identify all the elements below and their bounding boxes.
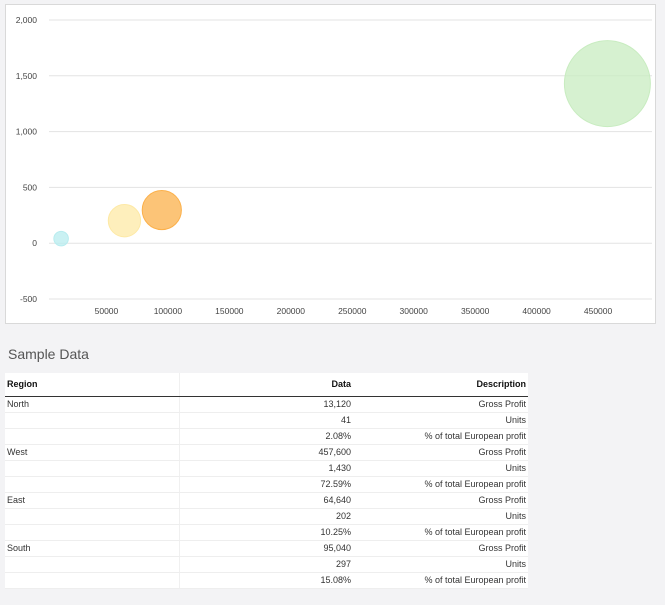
cell-region: [5, 460, 180, 477]
cell-description: Gross Profit: [353, 396, 528, 413]
section-title: Sample Data: [8, 346, 89, 362]
table-row: 1,430 Units: [5, 460, 528, 477]
cell-region: East: [5, 492, 180, 509]
cell-description: Units: [353, 412, 528, 429]
table-row: 10.25%% of total European profit: [5, 524, 528, 541]
cell-data: 41: [179, 412, 353, 429]
cell-description: Units: [353, 460, 528, 477]
cell-region: [5, 412, 180, 429]
cell-data: 64,640: [179, 492, 353, 509]
x-tick-label: 450000: [584, 306, 613, 316]
x-tick-label: 400000: [522, 306, 551, 316]
sample-data-table-wrap: Region Data Description North 13,120 Gross…: [5, 373, 528, 589]
cell-data: 10.25%: [179, 524, 353, 541]
x-tick-label: 100000: [154, 306, 183, 316]
cell-data: 95,040: [179, 540, 353, 557]
cell-region: [5, 476, 180, 493]
cell-data: 457,600: [179, 444, 353, 461]
x-tick-label: 200000: [277, 306, 306, 316]
cell-description: Gross Profit: [353, 540, 528, 557]
cell-description: Gross Profit: [353, 492, 528, 509]
bubble-east: [107, 203, 142, 238]
table-row: South 95,040 Gross Profit: [5, 540, 528, 557]
cell-description: % of total European profit: [353, 476, 528, 493]
cell-data: 297: [179, 556, 353, 573]
sample-data-table: Region Data Description North 13,120 Gross…: [5, 373, 528, 589]
table-row: 202 Units: [5, 508, 528, 525]
cell-region: [5, 524, 180, 541]
cell-region: [5, 572, 180, 589]
bubble-south: [141, 189, 182, 231]
y-tick-label: 0: [32, 238, 37, 248]
cell-region: North: [5, 396, 180, 413]
bubble-chart: -500 0 500 1,000 1,500 2,000 50000 100000 150000…: [16, 15, 652, 316]
table-row: 15.08%% of total European profit: [5, 572, 528, 589]
table-row: North 13,120 Gross Profit: [5, 396, 528, 413]
cell-data: 72.59%: [179, 476, 353, 493]
header-data[interactable]: Data: [179, 373, 353, 397]
cell-data: 2.08%: [179, 428, 353, 445]
bubble-chart-panel: -500 0 500 1,000 1,500 2,000 50000 100000 150000…: [5, 4, 656, 324]
table-row: West 457,600 Gross Profit: [5, 444, 528, 461]
x-tick-label: 150000: [215, 306, 244, 316]
y-tick-label: -500: [20, 294, 37, 304]
cell-description: Units: [353, 556, 528, 573]
cell-region: [5, 428, 180, 445]
table-header-row: Region Data Description: [5, 373, 528, 397]
y-tick-label: 500: [23, 182, 37, 192]
bubble-west: [563, 40, 651, 128]
cell-region: West: [5, 444, 180, 461]
table-row: 72.59%% of total European profit: [5, 476, 528, 493]
table-row: 2.08%% of total European profit: [5, 428, 528, 445]
cell-description: % of total European profit: [353, 524, 528, 541]
header-region[interactable]: Region: [5, 373, 180, 397]
table-body: North 13,120 Gross Profit 41 Units 2.08%% of …: [5, 396, 528, 589]
cell-region: South: [5, 540, 180, 557]
bubble-north: [53, 230, 69, 247]
cell-data: 202: [179, 508, 353, 525]
table-row: East 64,640 Gross Profit: [5, 492, 528, 509]
cell-description: Units: [353, 508, 528, 525]
table-row: 297 Units: [5, 556, 528, 573]
cell-data: 15.08%: [179, 572, 353, 589]
cell-data: 1,430: [179, 460, 353, 477]
cell-region: [5, 556, 180, 573]
x-tick-label: 250000: [338, 306, 367, 316]
y-tick-label: 2,000: [16, 15, 38, 25]
x-tick-label: 300000: [400, 306, 429, 316]
cell-description: % of total European profit: [353, 572, 528, 589]
x-tick-label: 50000: [95, 306, 119, 316]
cell-description: % of total European profit: [353, 428, 528, 445]
x-tick-label: 350000: [461, 306, 490, 316]
header-description[interactable]: Description: [353, 373, 528, 397]
table-row: 41 Units: [5, 412, 528, 429]
cell-description: Gross Profit: [353, 444, 528, 461]
y-tick-label: 1,500: [16, 71, 38, 81]
cell-region: [5, 508, 180, 525]
y-tick-label: 1,000: [16, 127, 38, 137]
cell-data: 13,120: [179, 396, 353, 413]
